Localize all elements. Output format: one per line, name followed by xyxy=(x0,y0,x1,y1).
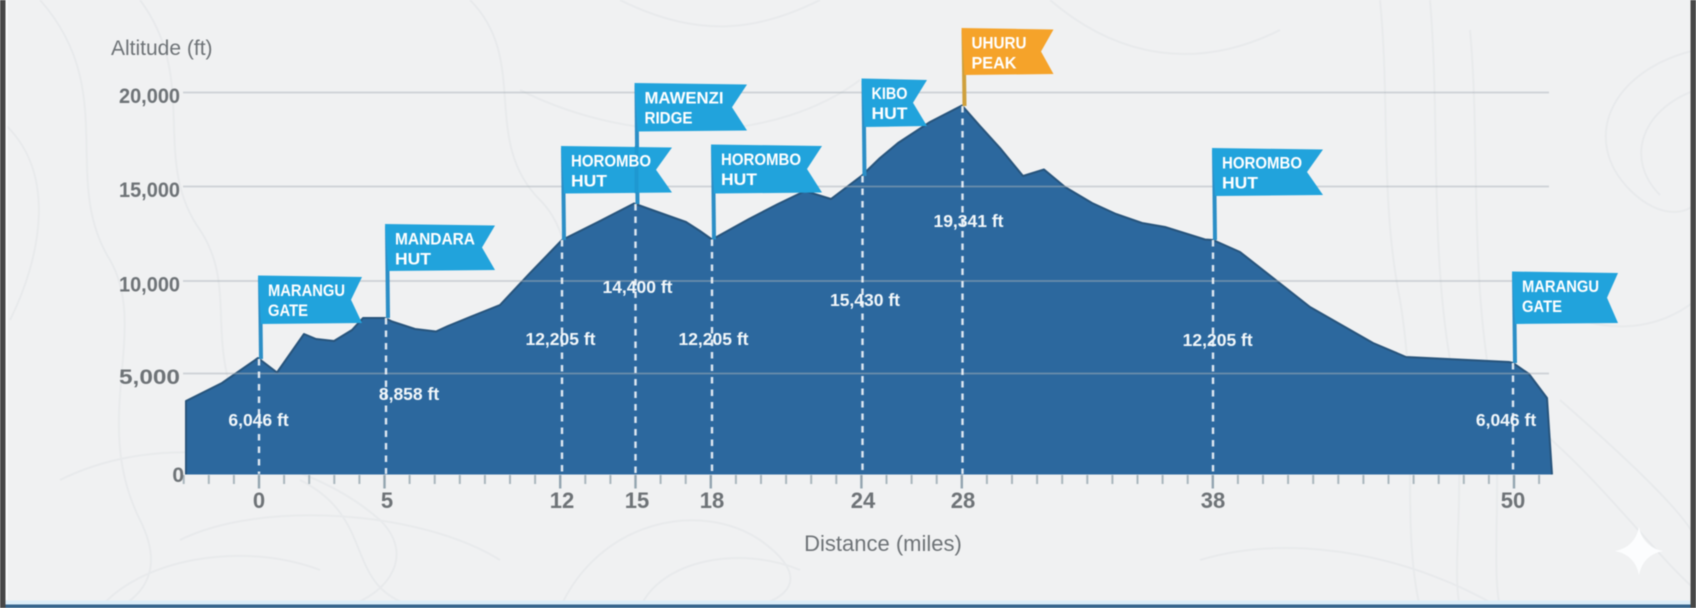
svg-text:12,205 ft: 12,205 ft xyxy=(1183,330,1253,350)
svg-text:19,341 ft: 19,341 ft xyxy=(933,211,1003,231)
svg-text:24: 24 xyxy=(851,488,876,513)
svg-text:HOROMBO: HOROMBO xyxy=(571,153,651,171)
svg-text:6,046 ft: 6,046 ft xyxy=(228,410,288,430)
svg-text:MARANGU: MARANGU xyxy=(1522,278,1599,296)
svg-text:15,000: 15,000 xyxy=(119,179,180,202)
svg-text:18: 18 xyxy=(700,488,724,513)
svg-text:PEAK: PEAK xyxy=(972,55,1017,73)
svg-text:20,000: 20,000 xyxy=(119,85,180,108)
svg-text:15: 15 xyxy=(625,488,649,513)
svg-text:Altitude (ft): Altitude (ft) xyxy=(111,37,213,60)
svg-text:0: 0 xyxy=(172,464,184,487)
svg-text:HUT: HUT xyxy=(1222,175,1258,193)
svg-text:MAWENZI: MAWENZI xyxy=(645,90,724,108)
svg-text:50: 50 xyxy=(1501,488,1525,513)
svg-text:MANDARA: MANDARA xyxy=(395,231,475,249)
svg-text:Distance (miles): Distance (miles) xyxy=(804,531,962,556)
svg-text:12,205 ft: 12,205 ft xyxy=(678,329,748,349)
svg-text:12: 12 xyxy=(550,488,574,513)
svg-text:15,430 ft: 15,430 ft xyxy=(830,290,900,310)
svg-text:12,205 ft: 12,205 ft xyxy=(525,329,595,349)
svg-text:HUT: HUT xyxy=(395,251,431,269)
svg-text:5: 5 xyxy=(381,488,393,513)
svg-text:MARANGU: MARANGU xyxy=(268,282,345,300)
svg-text:28: 28 xyxy=(951,488,975,513)
svg-text:38: 38 xyxy=(1201,488,1225,513)
svg-text:RIDGE: RIDGE xyxy=(645,110,693,128)
svg-text:10,000: 10,000 xyxy=(119,274,180,297)
svg-text:HUT: HUT xyxy=(872,105,908,123)
svg-text:GATE: GATE xyxy=(268,302,308,320)
svg-text:5,000: 5,000 xyxy=(119,366,180,389)
svg-text:GATE: GATE xyxy=(1522,298,1562,316)
svg-text:HUT: HUT xyxy=(721,171,757,189)
svg-text:14,400 ft: 14,400 ft xyxy=(602,277,672,297)
svg-text:KIBO: KIBO xyxy=(872,85,908,103)
svg-text:8,858 ft: 8,858 ft xyxy=(379,384,439,404)
svg-text:0: 0 xyxy=(253,488,265,513)
svg-text:HUT: HUT xyxy=(571,173,607,191)
svg-text:HOROMBO: HOROMBO xyxy=(1222,155,1302,173)
svg-text:HOROMBO: HOROMBO xyxy=(721,151,801,169)
svg-text:UHURU: UHURU xyxy=(972,35,1027,53)
svg-text:6,046 ft: 6,046 ft xyxy=(1476,410,1536,430)
